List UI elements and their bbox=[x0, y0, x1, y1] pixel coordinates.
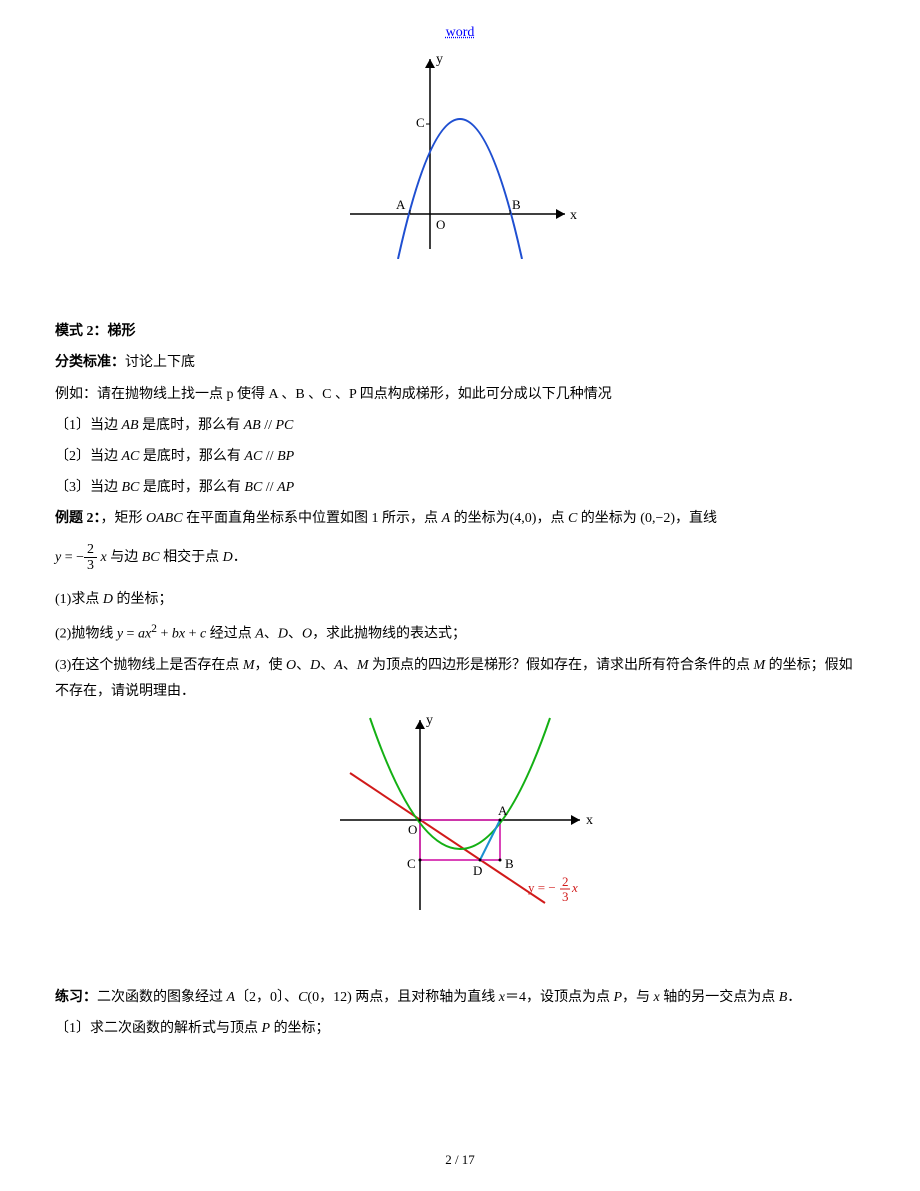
page-footer: 2 / 17 bbox=[0, 1148, 920, 1171]
fig2-O-label: O bbox=[408, 822, 417, 837]
fig1-B-label: B bbox=[512, 197, 521, 212]
example2-q2: (2)抛物线 y = ax2 + bx + c 经过点 A、D、O，求此抛物线的… bbox=[55, 618, 865, 647]
case-2: 〔2〕当边 AC 是底时，那么有 AC // BP bbox=[55, 444, 865, 469]
example2-q1: (1)求点 D 的坐标； bbox=[55, 587, 865, 612]
figure-1: x y O A B C bbox=[55, 49, 865, 259]
practice-q1: 〔1〕求二次函数的解析式与顶点 P 的坐标； bbox=[55, 1016, 865, 1041]
criteria-label: 分类标准： bbox=[55, 355, 125, 370]
fig2-C-label: C bbox=[407, 856, 416, 871]
intro-line: 例如：请在抛物线上找一点 p 使得 A 、B 、C 、P 四点构成梯形，如此可分… bbox=[55, 382, 865, 407]
fig1-x-label: x bbox=[570, 208, 577, 223]
practice-line: 练习：二次函数的图象经过 A〔2，0〕、C(0，12) 两点，且对称轴为直线 x… bbox=[55, 985, 865, 1010]
svg-text:3: 3 bbox=[562, 889, 569, 904]
practice-label: 练习： bbox=[55, 990, 97, 1005]
criteria-line: 分类标准：讨论上下底 bbox=[55, 350, 865, 375]
figure-2: x y O A B C D y = − 2 3 x bbox=[55, 710, 865, 930]
example2-eq: y = −23 x 与边 BC 相交于点 D． bbox=[55, 542, 865, 574]
svg-text:x: x bbox=[571, 880, 578, 895]
header-word: word bbox=[55, 20, 865, 45]
svg-text:2: 2 bbox=[562, 874, 569, 889]
fig2-x-label: x bbox=[586, 813, 593, 828]
fig2-D-label: D bbox=[473, 863, 482, 878]
case-3: 〔3〕当边 BC 是底时，那么有 BC // AP bbox=[55, 475, 865, 500]
fig1-A-label: A bbox=[396, 197, 406, 212]
section-2-title: 模式 2：梯形 bbox=[55, 319, 865, 344]
example2-line1: 例题 2：，矩形 OABC 在平面直角坐标系中位置如图 1 所示，点 A 的坐标… bbox=[55, 506, 865, 531]
criteria-text: 讨论上下底 bbox=[125, 355, 195, 370]
fig2-B-label: B bbox=[505, 856, 514, 871]
fig1-O-label: O bbox=[436, 217, 445, 232]
example2-q3: (3)在这个抛物线上是否存在点 M，使 O、D、A、M 为顶点的四边形是梯形？假… bbox=[55, 653, 865, 703]
fig1-y-label: y bbox=[436, 52, 443, 67]
example2-label: 例题 2： bbox=[55, 511, 101, 526]
svg-text:y = −: y = − bbox=[528, 880, 556, 895]
fig2-A-label: A bbox=[498, 803, 508, 818]
fig2-y-label: y bbox=[426, 713, 433, 728]
case-1: 〔1〕当边 AB 是底时，那么有 AB // PC bbox=[55, 413, 865, 438]
fig1-C-label: C bbox=[416, 115, 425, 130]
